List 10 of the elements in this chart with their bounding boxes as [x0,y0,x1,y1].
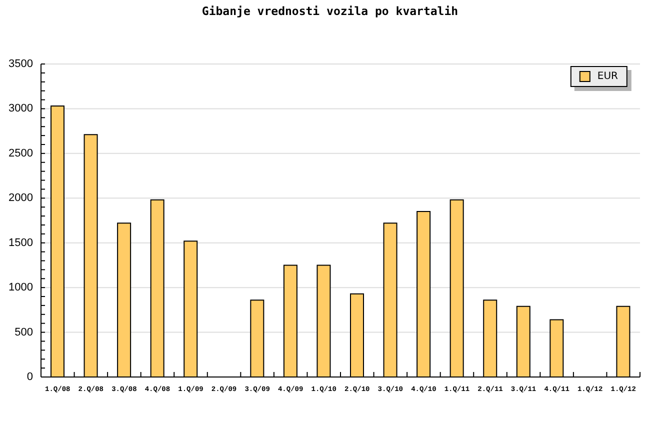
y-tick-label: 3500 [8,58,33,70]
legend-label: EUR [597,70,618,83]
chart-title: Gibanje vrednosti vozila po kvartalih [200,4,460,18]
y-tick-label: 0 [26,371,33,383]
y-tick-label: 2000 [8,192,33,204]
y-tick-label: 500 [14,326,33,338]
y-tick-label: 1000 [8,282,33,294]
y-tick-label: 3000 [8,102,33,115]
y-tick-label: 1500 [8,236,33,249]
y-tick-label: 2500 [8,147,33,160]
